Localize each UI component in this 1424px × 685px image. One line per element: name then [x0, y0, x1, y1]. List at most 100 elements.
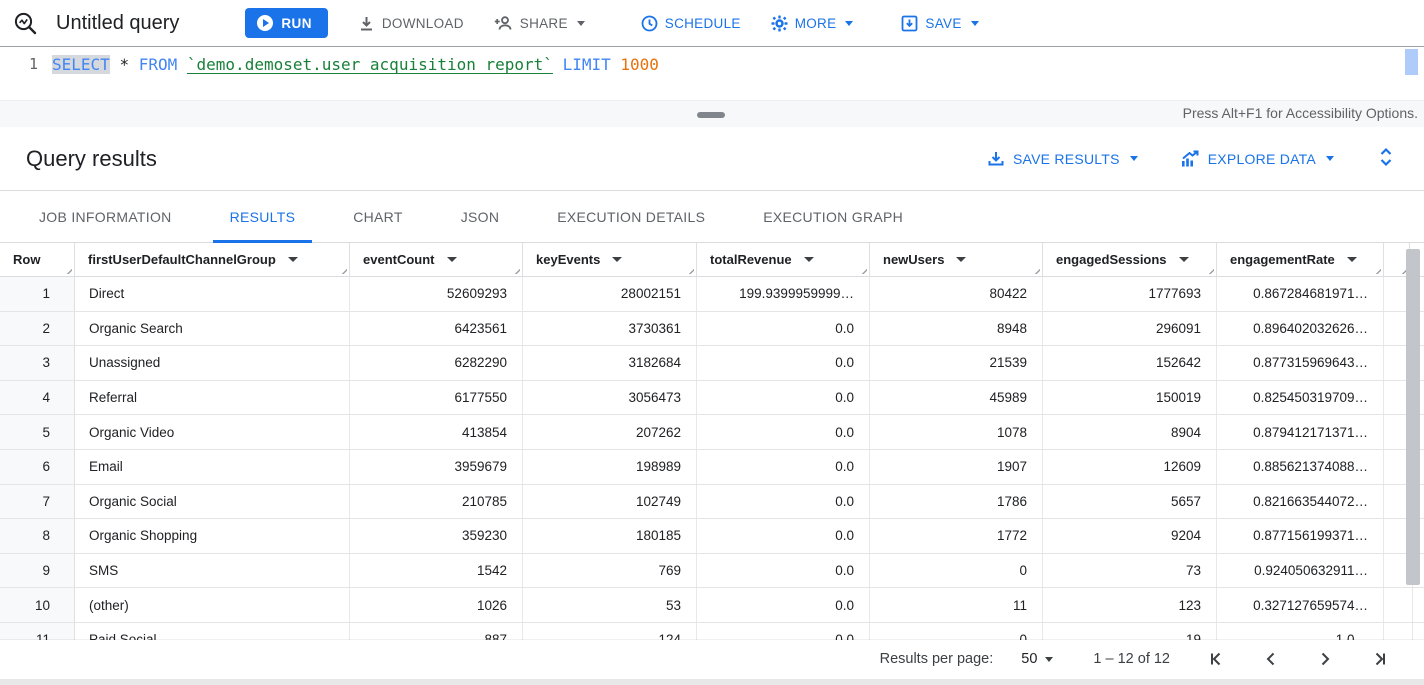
sql-editor[interactable]: 1 SELECT * FROM `demo.demoset.user_acqui…: [0, 47, 1424, 100]
tab-json[interactable]: JSON: [460, 208, 500, 225]
column-resize-handle[interactable]: [338, 265, 347, 274]
cell-keyEvents: 3182684: [523, 346, 697, 380]
sort-caret-icon[interactable]: [1178, 257, 1189, 262]
cell-engagedSessions: 150019: [1043, 380, 1217, 415]
horizontal-scrollbar[interactable]: [0, 679, 1424, 685]
column-resize-handle[interactable]: [1398, 265, 1407, 274]
vertical-scrollbar[interactable]: [1406, 249, 1420, 585]
tab-job-information[interactable]: JOB INFORMATION: [39, 208, 172, 225]
cell-Row: 6: [0, 449, 75, 484]
results-tabs: JOB INFORMATION RESULTS CHART JSON EXECUTION…: [0, 191, 1424, 243]
cell-newUsers: 1786: [870, 484, 1043, 519]
sort-caret-icon[interactable]: [446, 257, 457, 262]
column-header-totalRevenue[interactable]: totalRevenue: [697, 243, 870, 276]
cell-engagedSessions: 8904: [1043, 415, 1217, 449]
column-resize-handle[interactable]: [1372, 265, 1381, 274]
cell-Row: 11: [0, 622, 75, 640]
save-button[interactable]: SAVE: [901, 15, 979, 32]
cell-engagedSessions: 9204: [1043, 519, 1217, 553]
cell-keyEvents: 102749: [523, 484, 697, 519]
column-resize-handle[interactable]: [63, 265, 72, 274]
results-header: Query results SAVE RESULTS EXPLORE D: [0, 127, 1424, 191]
column-header-keyEvents[interactable]: keyEvents: [523, 243, 697, 276]
first-page-icon: [1211, 652, 1221, 666]
column-resize-handle[interactable]: [685, 265, 694, 274]
cell-firstUserDefaultChannelGroup: Email: [75, 449, 350, 484]
last-page-button[interactable]: [1368, 648, 1390, 670]
query-icon: [14, 12, 37, 35]
more-button[interactable]: MORE: [771, 15, 854, 32]
cell-engagementRate: 0.879412171371…: [1217, 415, 1384, 449]
tab-results[interactable]: RESULTS: [212, 191, 313, 243]
column-header-engagedSessions[interactable]: engagedSessions: [1043, 243, 1217, 276]
cell-engagedSessions: 1777693: [1043, 277, 1217, 311]
tab-execution-graph[interactable]: EXECUTION GRAPH: [763, 208, 904, 225]
sort-caret-icon[interactable]: [803, 257, 814, 262]
cell-totalRevenue: 0.0: [697, 553, 870, 588]
expand-results-button[interactable]: [1376, 145, 1396, 172]
cell-eventCount: 1542: [350, 553, 523, 588]
cell-newUsers: 11: [870, 588, 1043, 622]
sort-caret-icon[interactable]: [1346, 257, 1357, 262]
share-button[interactable]: SHARE: [494, 15, 585, 31]
download-button[interactable]: DOWNLOAD: [358, 15, 464, 32]
sort-caret-icon[interactable]: [956, 257, 967, 262]
editor-scroll-indicator[interactable]: [1405, 49, 1418, 75]
column-resize-handle[interactable]: [1205, 265, 1214, 274]
table-row: 5 Organic Video 413854 207262 0.0 1078 8904 0.8…: [0, 415, 1424, 450]
table-row: 4 Referral 6177550 3056473 0.0 45989 150019 0.8…: [0, 380, 1424, 416]
cell-totalRevenue: 0.0: [697, 449, 870, 484]
column-resize-handle[interactable]: [511, 265, 520, 274]
chevron-down-icon: [1045, 656, 1054, 662]
gear-icon: [771, 15, 788, 31]
cell-Row: 3: [0, 346, 75, 380]
cell-newUsers: 0: [870, 622, 1043, 640]
save-icon: [902, 15, 918, 31]
cell-newUsers: 1772: [870, 519, 1043, 553]
line-number: 1: [28, 55, 38, 73]
explore-data-button[interactable]: EXPLORE DATA: [1180, 150, 1334, 168]
column-resize-handle[interactable]: [858, 265, 867, 274]
cell-totalRevenue: 0.0: [697, 622, 870, 640]
next-page-button[interactable]: [1314, 648, 1336, 670]
column-header-newUsers[interactable]: newUsers: [870, 243, 1043, 276]
cell-firstUserDefaultChannelGroup: SMS: [75, 553, 350, 588]
sort-caret-icon[interactable]: [612, 257, 623, 262]
previous-page-button[interactable]: [1260, 648, 1282, 670]
unfold-icon: [1380, 147, 1392, 167]
cell-firstUserDefaultChannelGroup: Direct: [75, 277, 350, 311]
first-page-button[interactable]: [1206, 648, 1228, 670]
panel-drag-handle[interactable]: [697, 112, 725, 118]
cell-engagedSessions: 5657: [1043, 484, 1217, 519]
save-results-button[interactable]: SAVE RESULTS: [987, 150, 1138, 168]
cell-Row: 10: [0, 588, 75, 622]
schedule-button[interactable]: SCHEDULE: [641, 15, 741, 32]
cell-firstUserDefaultChannelGroup: Organic Shopping: [75, 519, 350, 553]
tab-execution-details[interactable]: EXECUTION DETAILS: [557, 208, 706, 225]
table-row: 6 Email 3959679 198989 0.0 1907 12609 0.8856213…: [0, 449, 1424, 485]
sort-caret-icon[interactable]: [287, 257, 298, 262]
cell-totalRevenue: 0.0: [697, 484, 870, 519]
run-button[interactable]: RUN: [245, 8, 328, 38]
column-header-firstUserDefaultChannelGroup[interactable]: firstUserDefaultChannelGroup: [75, 243, 350, 276]
sql-token-plain: [611, 55, 621, 74]
sql-token-table: `demo.demoset.user_acquisition_report`: [186, 55, 553, 74]
column-header-Row: Row: [0, 243, 75, 276]
tab-chart[interactable]: CHART: [353, 208, 403, 225]
cell-engagedSessions: 123: [1043, 588, 1217, 622]
page-size-select[interactable]: 50: [1021, 651, 1054, 667]
cell-engagementRate: 0.327127659574…: [1217, 588, 1384, 622]
page-range-label: 1 – 12 of 12: [1093, 651, 1170, 667]
cell-eventCount: 1026: [350, 588, 523, 622]
cell-totalRevenue: 0.0: [697, 588, 870, 622]
column-header-engagementRate[interactable]: engagementRate: [1217, 243, 1384, 276]
column-header-eventCount[interactable]: eventCount: [350, 243, 523, 276]
cell-totalRevenue: 0.0: [697, 311, 870, 346]
column-label: Row: [13, 252, 41, 267]
sql-code-line[interactable]: SELECT * FROM `demo.demoset.user_acquisi…: [52, 55, 659, 74]
column-resize-handle[interactable]: [1031, 265, 1040, 274]
cell-Row: 4: [0, 380, 75, 415]
chevron-down-icon: [1129, 156, 1138, 161]
page-nav: [1206, 648, 1390, 670]
